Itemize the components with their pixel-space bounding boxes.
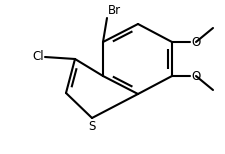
Text: O: O [190, 36, 199, 49]
Text: Cl: Cl [32, 51, 44, 63]
Text: Br: Br [108, 4, 121, 17]
Text: S: S [88, 120, 95, 133]
Text: O: O [190, 69, 199, 83]
